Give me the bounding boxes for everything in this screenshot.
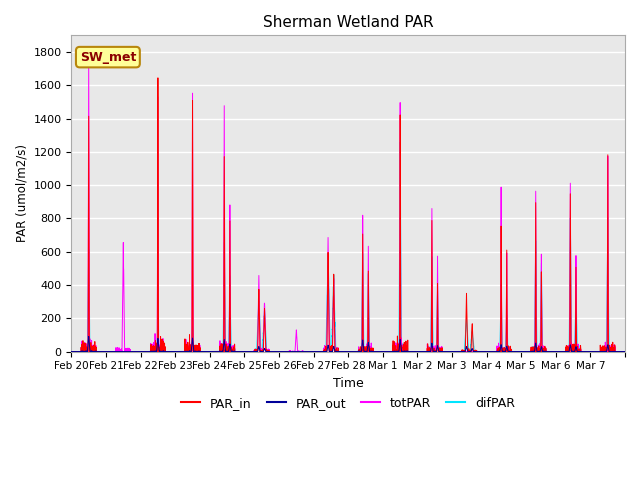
X-axis label: Time: Time bbox=[333, 377, 364, 390]
Y-axis label: PAR (umol/m2/s): PAR (umol/m2/s) bbox=[15, 144, 28, 242]
Title: Sherman Wetland PAR: Sherman Wetland PAR bbox=[263, 15, 433, 30]
Text: SW_met: SW_met bbox=[80, 50, 136, 64]
Legend: PAR_in, PAR_out, totPAR, difPAR: PAR_in, PAR_out, totPAR, difPAR bbox=[177, 392, 520, 415]
